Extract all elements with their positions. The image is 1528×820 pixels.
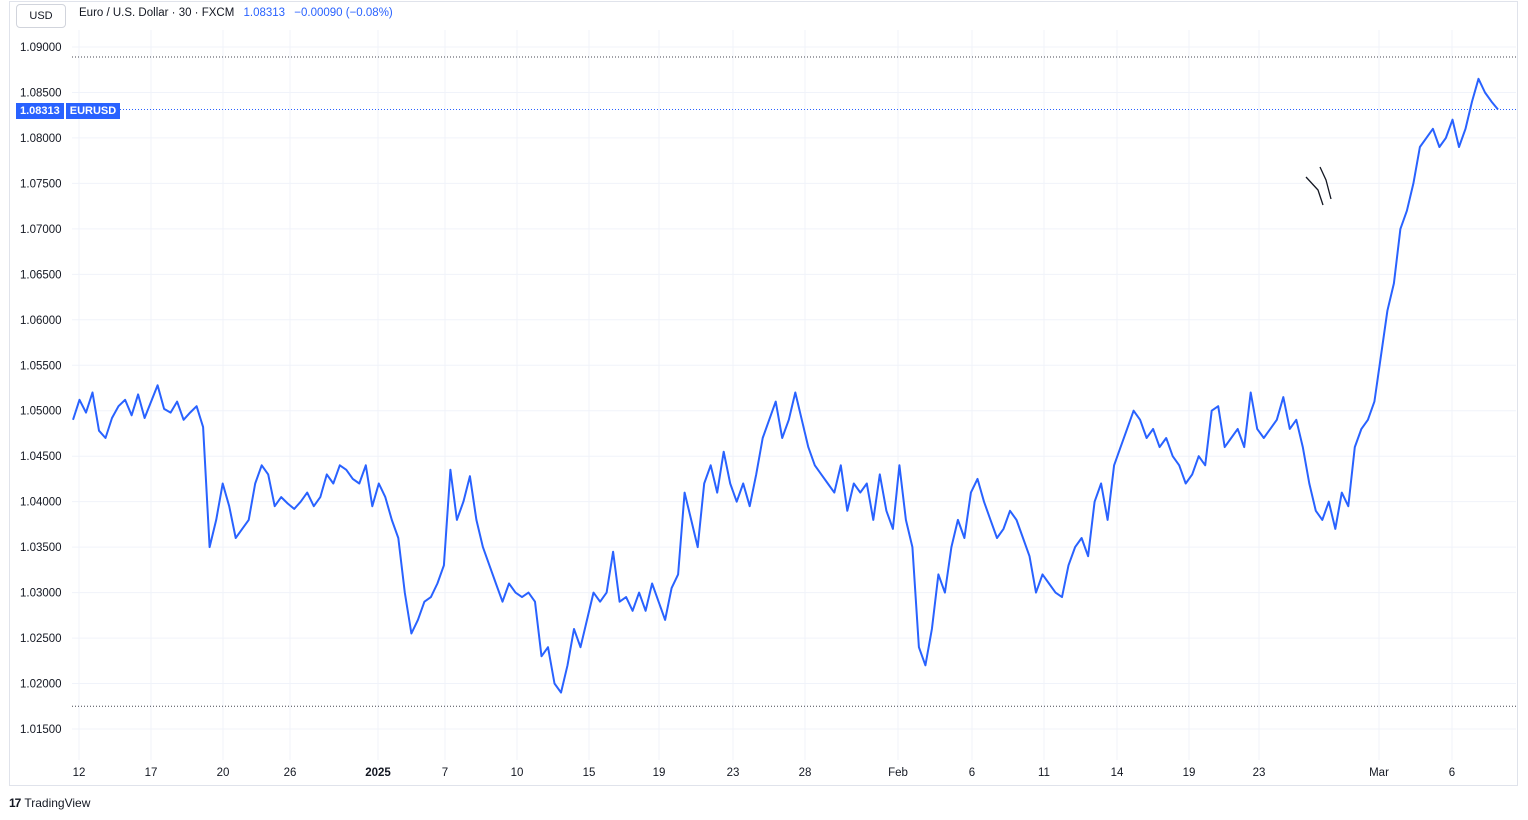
y-tick-label: 1.03000 (20, 588, 62, 600)
x-tick-label: 15 (583, 767, 596, 779)
y-tick-label: 1.03500 (20, 542, 62, 554)
y-tick-label: 1.07500 (20, 178, 62, 190)
x-tick-label: 17 (145, 767, 158, 779)
y-tick-label: 1.08000 (20, 133, 62, 145)
y-tick-label: 1.07000 (20, 224, 62, 236)
x-tick-label: 7 (442, 767, 448, 779)
y-tick-label: 1.05500 (20, 360, 62, 372)
x-tick-label: Mar (1369, 767, 1389, 779)
x-tick-label: 20 (217, 767, 230, 779)
x-tick-label: 6 (1449, 767, 1455, 779)
y-tick-label: 1.06500 (20, 269, 62, 281)
tradingview-brand[interactable]: 17 TradingView (9, 796, 90, 810)
x-tick-label: 19 (653, 767, 666, 779)
x-tick-label: 26 (284, 767, 297, 779)
drawing-mark (1319, 166, 1332, 200)
x-tick-label: 11 (1038, 767, 1050, 779)
x-tick-label: 10 (511, 767, 524, 779)
y-tick-label: 1.05000 (20, 406, 62, 418)
legend-last-price: 1.08313 (243, 7, 286, 19)
chart-legend: Euro / U.S. Dollar · 30 · FXCM 1.08313 −… (79, 7, 393, 19)
y-tick-label: 1.04000 (20, 497, 62, 509)
x-tick-label: 23 (727, 767, 740, 779)
brand-name: TradingView (24, 796, 91, 810)
y-tick-label: 1.06000 (20, 315, 62, 327)
eurusd-price-line (72, 77, 1499, 694)
legend-change: −0.00090 (−0.08%) (294, 7, 393, 19)
y-tick-label: 1.02500 (20, 633, 62, 645)
x-tick-label: 6 (969, 767, 975, 779)
y-tick-label: 1.01500 (20, 724, 62, 736)
x-tick-label: 28 (799, 767, 812, 779)
x-tick-label: 19 (1183, 767, 1196, 779)
y-tick-label: 1.09000 (20, 42, 62, 54)
x-tick-label: 2025 (365, 767, 391, 779)
currency-button[interactable]: USD (16, 4, 66, 28)
y-tick-label: 1.04500 (20, 451, 62, 463)
x-tick-label: Feb (888, 767, 908, 779)
x-tick-label: 23 (1253, 767, 1266, 779)
last-price-label: 1.08313 (16, 103, 64, 119)
x-tick-label: 12 (73, 767, 86, 779)
drawing-mark (1305, 176, 1324, 206)
chart-frame (9, 1, 1518, 786)
last-price-tag: 1.08313 EURUSD (16, 103, 121, 119)
legend-symbol: Euro / U.S. Dollar · 30 · FXCM (79, 7, 235, 19)
y-tick-label: 1.02000 (20, 679, 62, 691)
x-tick-label: 14 (1111, 767, 1124, 779)
tradingview-logo-icon: 17 (9, 796, 21, 810)
symbol-label: EURUSD (65, 103, 121, 119)
y-tick-label: 1.08500 (20, 87, 62, 99)
